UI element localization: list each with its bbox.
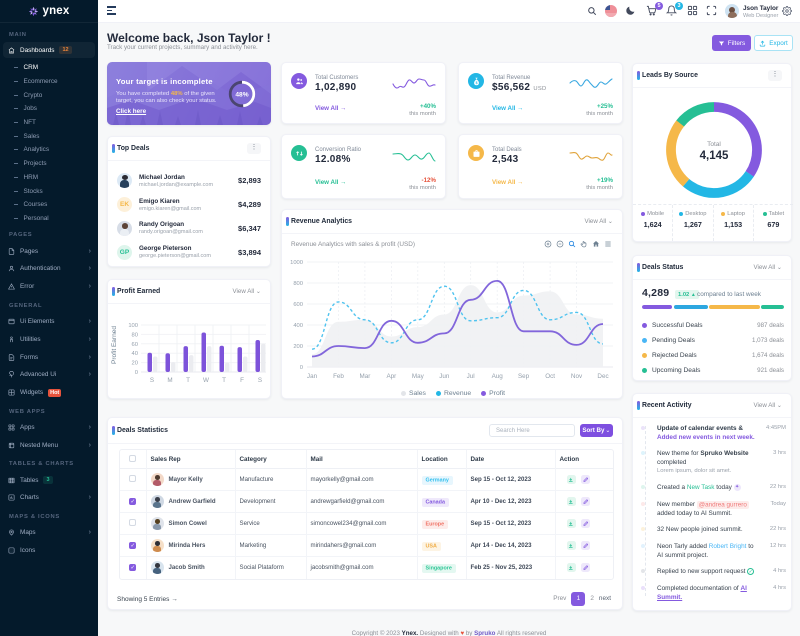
svg-text:600: 600 — [293, 302, 303, 308]
svg-text:800: 800 — [293, 281, 303, 287]
svg-text:S: S — [258, 377, 262, 384]
svg-text:T: T — [222, 377, 226, 384]
svg-text:S: S — [150, 377, 154, 384]
svg-text:1000: 1000 — [290, 260, 303, 266]
svg-text:48%: 48% — [235, 91, 248, 98]
svg-text:Mar: Mar — [359, 373, 370, 380]
svg-text:Jan: Jan — [307, 373, 318, 380]
svg-text:20: 20 — [132, 361, 138, 367]
svg-text:80: 80 — [132, 332, 138, 338]
svg-text:Aug: Aug — [492, 373, 504, 380]
svg-text:Total: Total — [707, 141, 721, 148]
svg-text:Profit Earned: Profit Earned — [111, 326, 118, 364]
svg-text:M: M — [167, 377, 172, 384]
svg-text:Feb: Feb — [333, 373, 344, 380]
svg-text:0: 0 — [300, 365, 303, 371]
svg-text:40: 40 — [132, 351, 138, 357]
svg-text:400: 400 — [293, 323, 303, 329]
svg-text:$: $ — [475, 80, 477, 84]
svg-text:0: 0 — [135, 370, 138, 376]
svg-text:F: F — [240, 377, 244, 384]
svg-text:Oct: Oct — [545, 373, 555, 380]
svg-text:Jul: Jul — [467, 373, 475, 380]
svg-text:200: 200 — [293, 344, 303, 350]
svg-text:W: W — [203, 377, 209, 384]
svg-text:T: T — [186, 377, 190, 384]
svg-text:May: May — [412, 373, 425, 380]
svg-text:Sep: Sep — [518, 373, 530, 380]
svg-text:60: 60 — [132, 342, 138, 348]
svg-text:Apr: Apr — [386, 373, 396, 380]
svg-text:Nov: Nov — [571, 373, 583, 380]
svg-text:Dec: Dec — [597, 373, 608, 380]
svg-text:Jun: Jun — [439, 373, 450, 380]
svg-text:100: 100 — [128, 323, 138, 329]
svg-text:4,145: 4,145 — [700, 150, 729, 162]
